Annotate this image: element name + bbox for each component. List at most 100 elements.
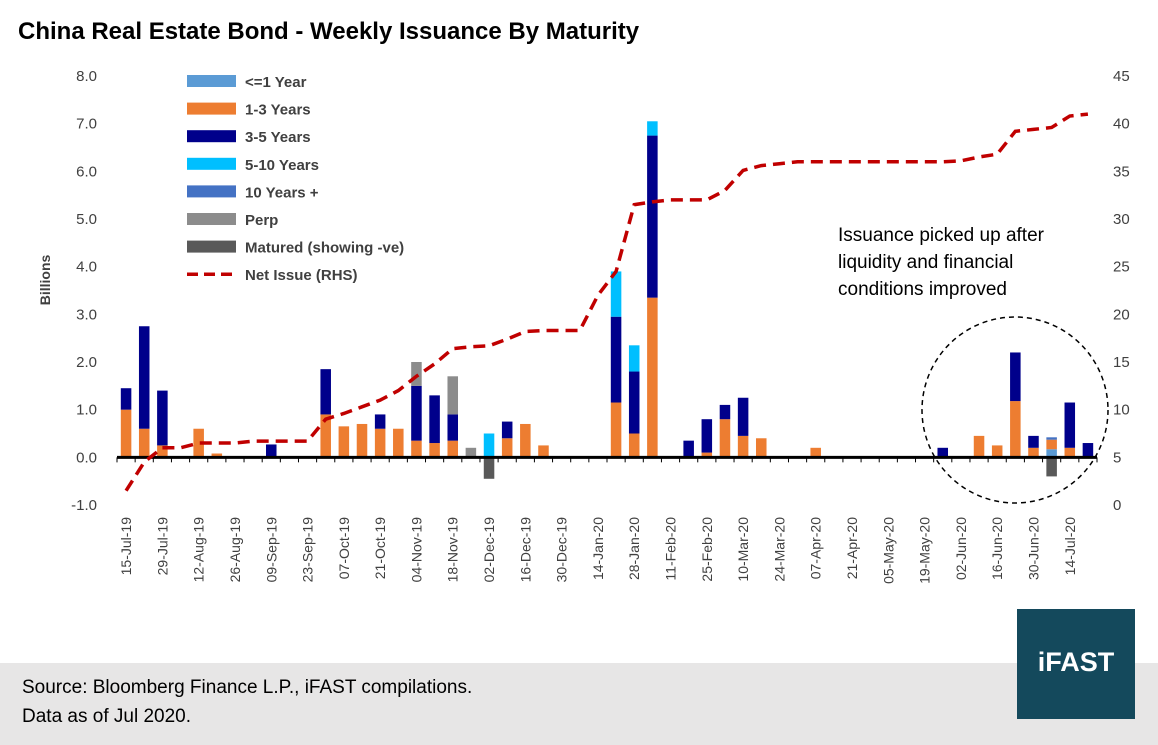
bar-segment [647, 297, 658, 458]
bar-segment [1046, 449, 1057, 458]
bar-segment [138, 428, 150, 458]
legend-swatch [187, 130, 236, 143]
bar-segment [120, 409, 132, 458]
y-tick-label: 5.0 [76, 211, 97, 228]
bar-segment [501, 438, 513, 458]
bar-segment [1082, 443, 1094, 458]
bar-segment [628, 345, 640, 372]
legend-swatch [187, 75, 236, 87]
bar-segment [1010, 352, 1021, 402]
y-tick-label: 8.0 [76, 68, 97, 85]
bar-segment [520, 423, 531, 458]
x-tick-label: 21-Oct-19 [372, 517, 388, 579]
footer-date: Data as of Jul 2020. [22, 706, 191, 727]
annotation-text: conditions improved [838, 279, 1007, 300]
bar-segment [447, 376, 459, 415]
bar-segment [483, 457, 495, 479]
legend-swatch [187, 102, 236, 115]
bar-segment [701, 419, 713, 453]
x-tick-label: 14-Jul-20 [1062, 517, 1078, 576]
y-axis-ticks: 8.0 7.0 6.0 5.0 4.0 3.0 2.0 1.0 0.0 -1.0 [71, 68, 97, 514]
legend-label: Perp [245, 212, 278, 229]
bar-segment [211, 453, 223, 458]
y-tick-label: 0.0 [76, 449, 97, 466]
bar-segment [1064, 402, 1076, 448]
legend-swatch [187, 213, 236, 225]
bar-segment [157, 390, 168, 446]
legend-label: <=1 Year [245, 74, 307, 91]
x-tick-label: 07-Apr-20 [808, 517, 824, 579]
bar-segment [973, 435, 985, 458]
legend-label: 3-5 Years [245, 129, 311, 146]
bar-segment [374, 414, 386, 429]
bar-segment [610, 316, 622, 403]
footer-source: Source: Bloomberg Finance L.P., iFAST co… [22, 677, 473, 698]
y2-tick-label: 20 [1113, 306, 1130, 323]
legend-label: 1-3 Years [245, 102, 311, 119]
y-tick-label: 6.0 [76, 163, 97, 180]
bar-segment [628, 433, 640, 458]
x-tick-label: 25-Feb-20 [699, 517, 715, 582]
y2-tick-label: 40 [1113, 116, 1130, 133]
x-tick-label: 07-Oct-19 [336, 517, 352, 579]
y-tick-label: 2.0 [76, 354, 97, 371]
x-tick-label: 04-Nov-19 [408, 517, 424, 583]
bar-segment [628, 371, 640, 434]
legend: <=1 Year 1-3 Years 3-5 Years 5-10 Years 10 Y… [187, 74, 404, 284]
bar-segment [138, 326, 150, 429]
legend-swatch [187, 240, 236, 253]
x-tick-label: 23-Sep-19 [300, 517, 316, 583]
bar-segment [647, 135, 658, 298]
annotation-text: liquidity and financial [838, 252, 1013, 273]
x-tick-label: 18-Nov-19 [445, 517, 461, 583]
bar-segment [1046, 437, 1057, 440]
bar-segment [701, 452, 713, 458]
y2-tick-label: 35 [1113, 163, 1130, 180]
y-tick-label: 7.0 [76, 116, 97, 133]
bar-segment [265, 444, 277, 458]
bar-segment [647, 121, 658, 136]
bar-segment [610, 271, 622, 317]
bar-segment [1028, 435, 1039, 448]
bar-segment [411, 385, 422, 441]
x-tick-label: 05-May-20 [880, 517, 896, 584]
bar-segment [429, 395, 440, 444]
x-tick-label: 10-Mar-20 [735, 517, 751, 582]
ifast-logo: iFAST [1017, 609, 1135, 719]
y2-axis-ticks: 45 40 35 30 25 20 15 10 5 0 [1113, 68, 1130, 514]
footer [0, 663, 1158, 745]
bar-segment [338, 426, 350, 458]
x-axis-labels: 15-Jul-19 29-Jul-19 12-Aug-19 26-Aug-19 09-S… [118, 517, 1078, 584]
bar-segment [120, 388, 132, 410]
bar-segment [374, 428, 386, 458]
x-tick-label: 02-Dec-19 [481, 517, 497, 583]
bar-segment [538, 445, 549, 458]
highlight-circle [921, 316, 1109, 504]
bar-segment [393, 428, 404, 458]
y2-tick-label: 15 [1113, 354, 1130, 371]
logo-text: iFAST [1037, 647, 1115, 677]
y-tick-label: 1.0 [76, 402, 97, 419]
annotation: Issuance picked up after liquidity and fi… [838, 225, 1045, 300]
net-issue-line [124, 112, 1089, 492]
bar-segment [683, 440, 694, 458]
bar-segment [429, 443, 440, 458]
y-axis-label: Billions [37, 255, 53, 306]
x-tick-label: 21-Apr-20 [844, 517, 860, 579]
y2-tick-label: 25 [1113, 259, 1130, 276]
legend-swatch [187, 185, 236, 198]
bar-segment [411, 362, 422, 386]
x-tick-label: 24-Mar-20 [771, 517, 787, 582]
bar-segment [1010, 401, 1021, 458]
bar-segment [991, 445, 1003, 458]
y2-tick-label: 5 [1113, 449, 1121, 466]
legend-label: Matured (showing -ve) [245, 240, 404, 257]
x-tick-label: 15-Jul-19 [118, 517, 134, 576]
legend-label: Net Issue (RHS) [245, 267, 358, 284]
bar-segment [356, 423, 368, 458]
x-tick-label: 14-Jan-20 [590, 517, 606, 580]
bar-segment [1064, 447, 1076, 458]
bar-segment [737, 435, 749, 458]
x-tick-label: 16-Jun-20 [989, 517, 1005, 580]
annotation-text: Issuance picked up after [838, 225, 1045, 246]
